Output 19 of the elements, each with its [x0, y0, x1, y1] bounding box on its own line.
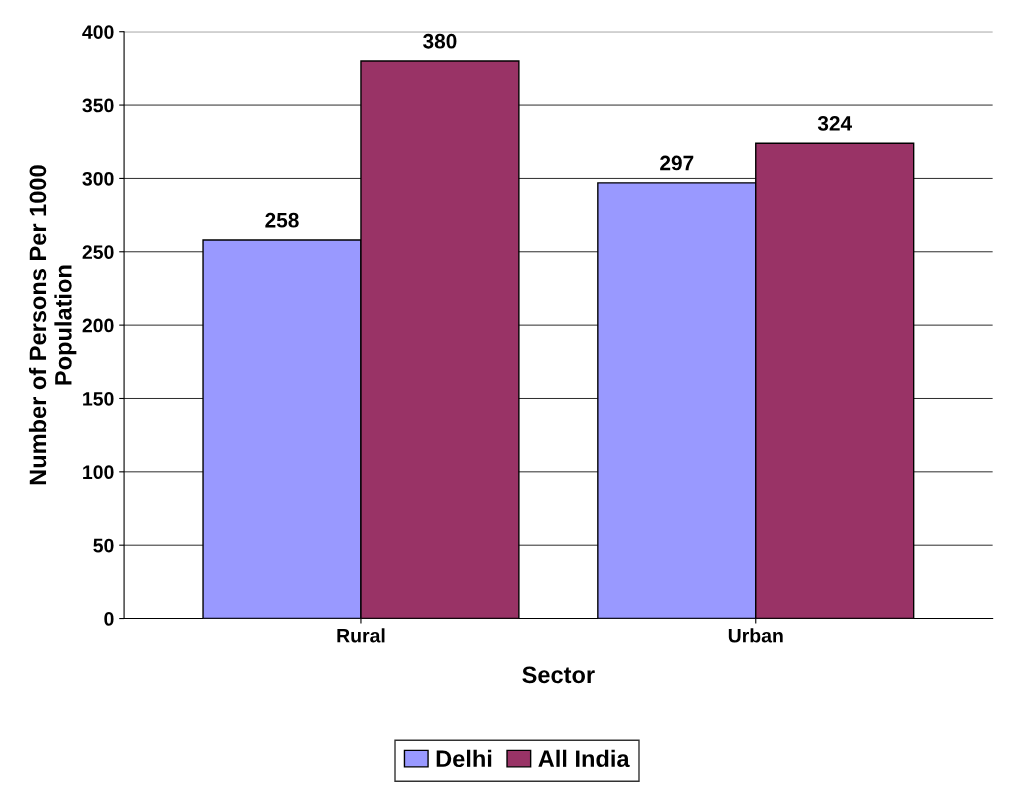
y-tick-label: 300 [82, 171, 114, 186]
y-axis-title: Number of Persons Per 1000 Population [28, 165, 77, 485]
x-tick-label: Rural [337, 628, 385, 643]
y-tick-label: 50 [93, 538, 114, 553]
data-label: 297 [660, 155, 694, 171]
y-tick-label: 350 [82, 98, 114, 113]
y-tick-label: 200 [82, 318, 114, 333]
data-label: 258 [265, 212, 299, 228]
x-tick-label: Urban [728, 628, 783, 643]
legend-label: Delhi [436, 749, 492, 768]
y-tick-label: 0 [104, 612, 114, 626]
y-tick-label: 250 [82, 245, 114, 260]
y-tick-label: 100 [83, 465, 114, 480]
y-tick-label: 150 [83, 391, 114, 406]
x-axis-title: Sector [522, 666, 595, 684]
data-label: 380 [423, 33, 457, 49]
legend-label: All India [538, 749, 630, 768]
data-label: 324 [817, 116, 852, 131]
y-tick-label: 400 [82, 25, 114, 39]
